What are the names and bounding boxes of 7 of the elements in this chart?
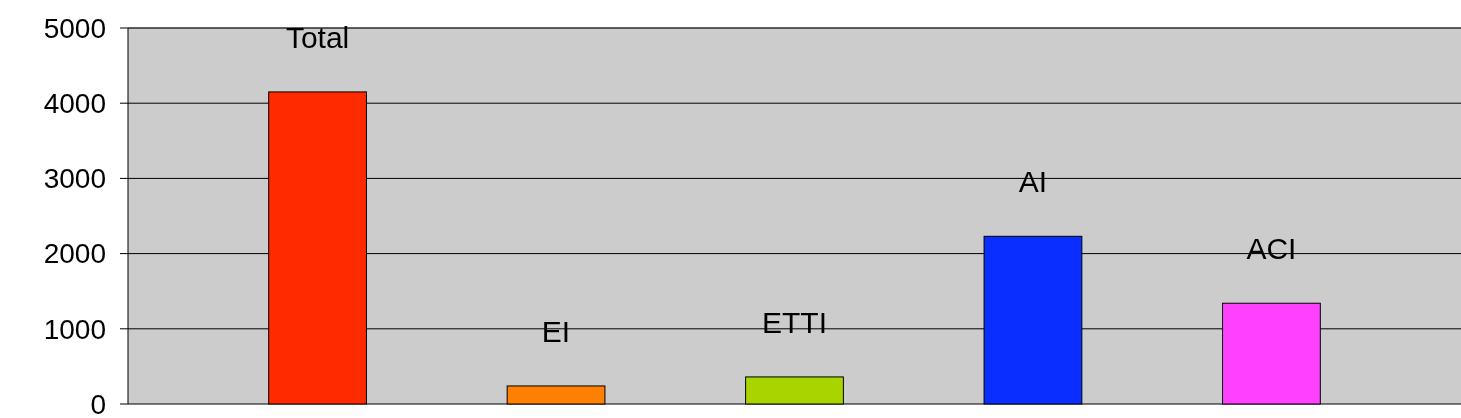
y-tick-label: 1000 [43,313,106,345]
y-tick-label: 3000 [43,163,106,195]
y-tick-label: 4000 [43,88,106,119]
y-tick-label: 5000 [43,12,106,44]
y-tick-label: 2000 [43,238,106,270]
y-tick-label: 0 [90,388,106,418]
x-tick-label: Total [285,20,350,54]
